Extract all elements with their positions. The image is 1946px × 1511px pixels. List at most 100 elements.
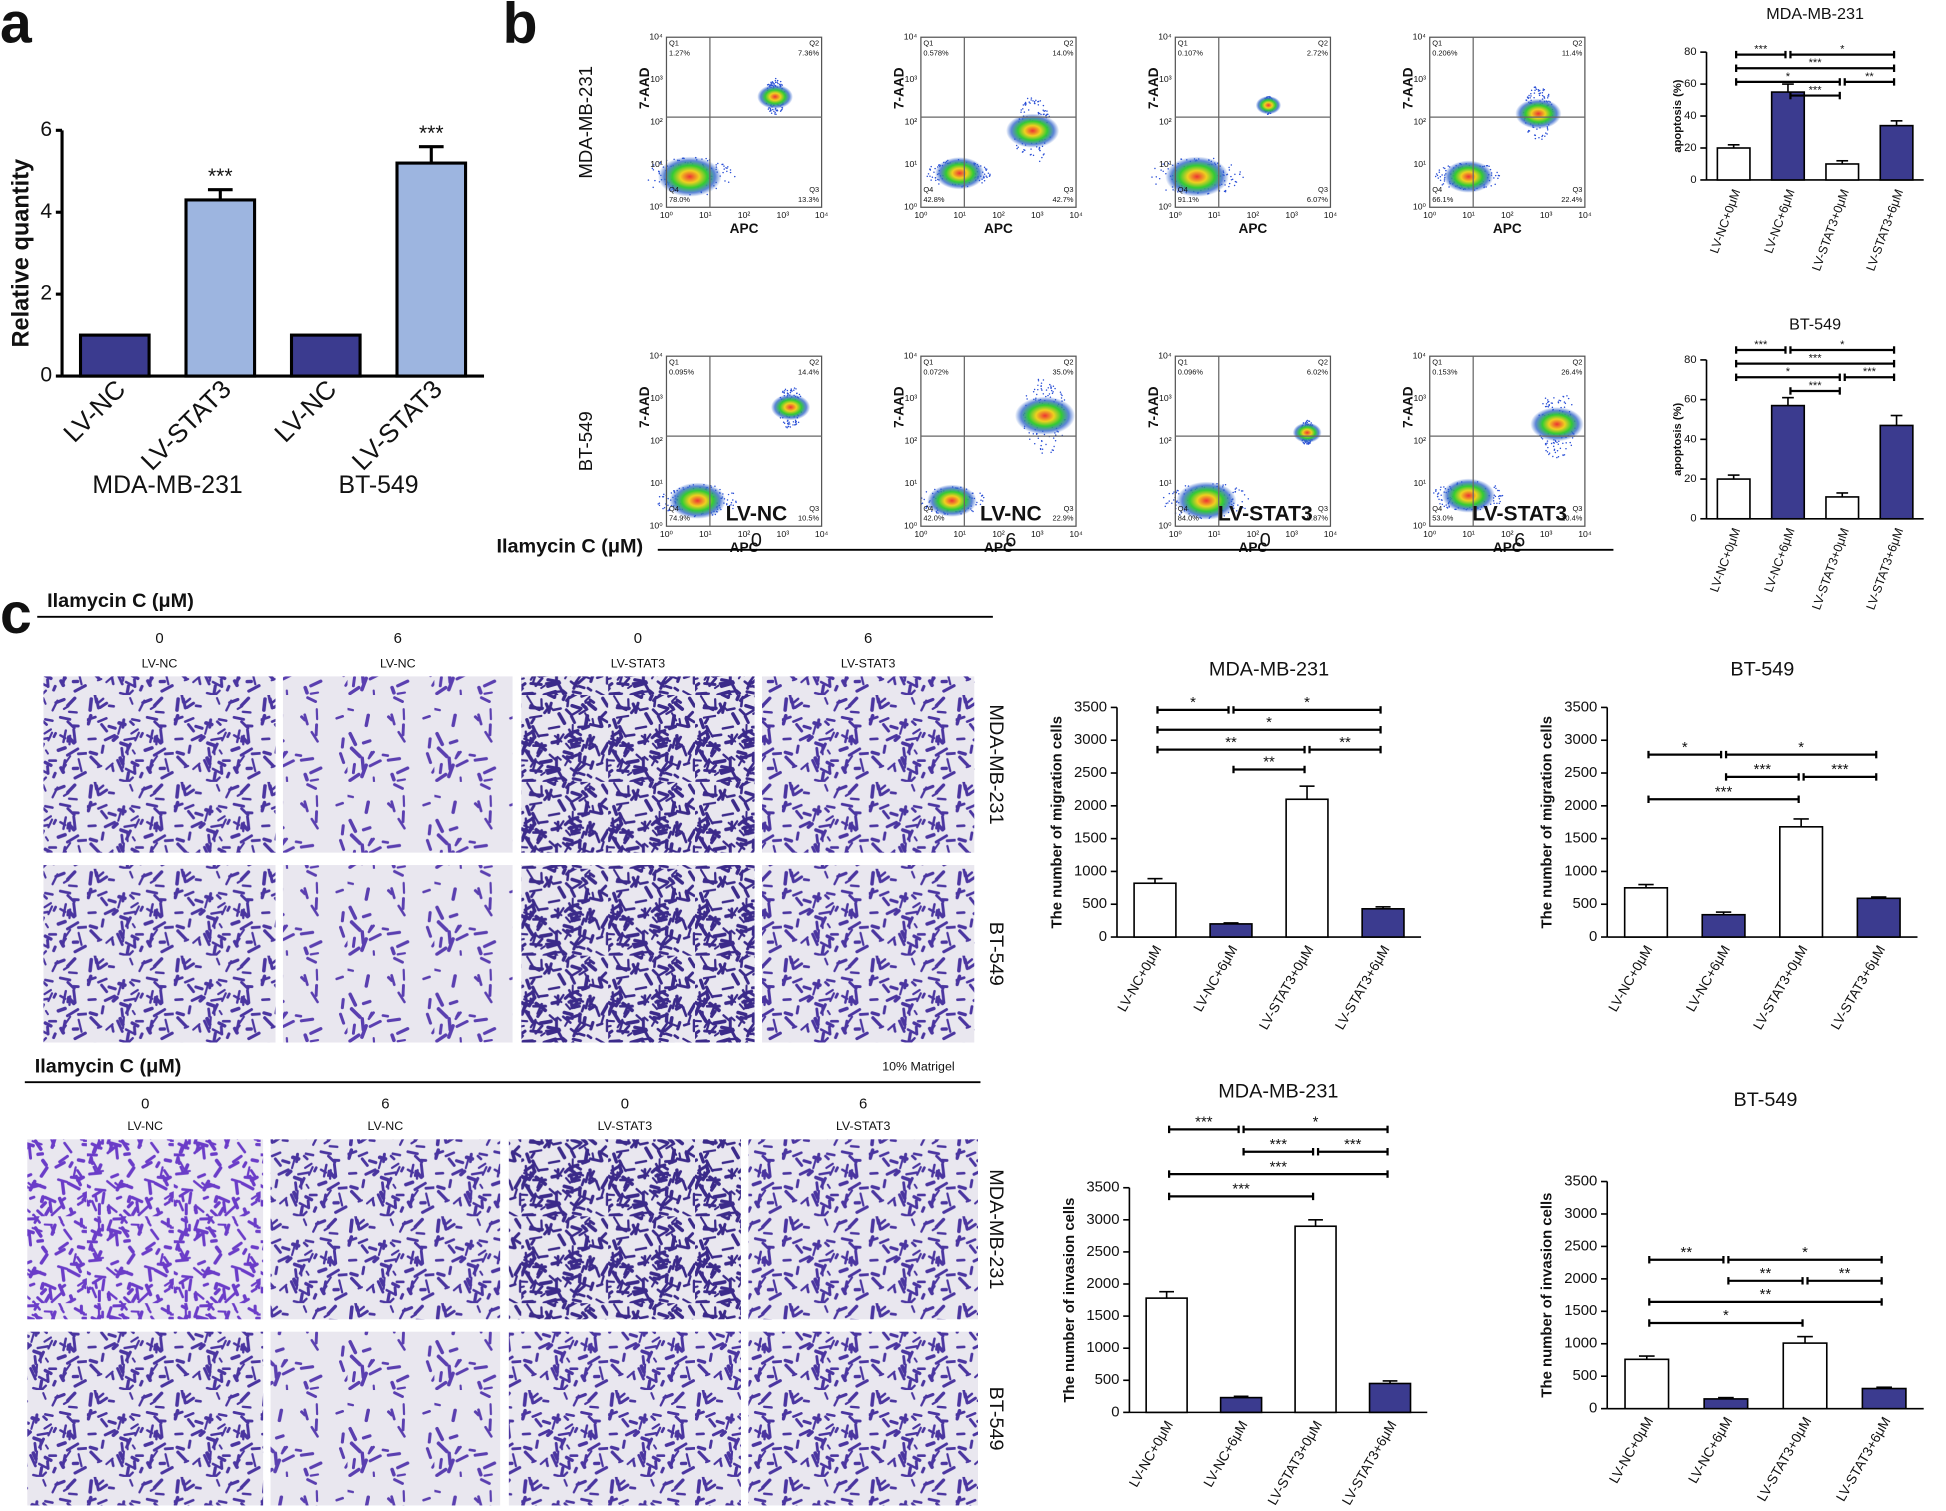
y-tick-label: 10¹	[1159, 159, 1172, 169]
flow-dot	[1042, 154, 1045, 156]
flow-dot	[1040, 382, 1043, 384]
flow-dot	[1167, 162, 1170, 165]
flow-dot	[728, 504, 731, 507]
flow-dot	[1040, 388, 1043, 390]
error-bar	[1638, 1355, 1655, 1360]
y-tick-label: 10¹	[1413, 478, 1426, 488]
y-tick-label: 60	[1684, 394, 1696, 406]
x-tick-label: LV-NC+0μM	[1605, 943, 1655, 1015]
flow-dot	[1539, 92, 1542, 94]
flow-dot	[1024, 149, 1026, 152]
flow-dot	[1436, 493, 1439, 495]
flow-dot	[1230, 179, 1233, 181]
flow-dot	[1228, 169, 1231, 171]
micrograph	[521, 676, 755, 853]
quadrant-percent: 66.1%	[1432, 195, 1453, 204]
micrograph	[43, 865, 276, 1043]
x-tick-label: LV-STAT3	[346, 374, 448, 476]
bar	[1879, 124, 1914, 181]
flow-dot	[1498, 498, 1501, 500]
error-bar	[1638, 883, 1654, 888]
flow-dot	[1054, 440, 1057, 442]
x-tick-label: LV-STAT3+6μM	[1339, 1418, 1399, 1507]
flow-dot	[1547, 95, 1549, 97]
y-axis-label: 7-AAD	[891, 67, 906, 109]
y-tick-label: 10¹	[650, 478, 663, 488]
quadrant-name: Q1	[1178, 38, 1188, 47]
x-tick-label: LV-STAT3+0μM	[1265, 1418, 1325, 1507]
flow-dot	[1541, 135, 1543, 138]
panel-letter: a	[0, 0, 33, 55]
flow-dot	[1497, 495, 1500, 498]
flow-dot	[1548, 404, 1550, 406]
group-label: LV-NC	[127, 1119, 163, 1133]
significance-label: ***	[1232, 1182, 1250, 1198]
y-tick-label: 60	[1684, 78, 1696, 90]
flow-dot	[983, 166, 986, 169]
x-tick-label: LV-STAT3+0μM	[1754, 1414, 1814, 1503]
flow-dot	[1041, 448, 1044, 451]
y-tick-label: 10⁴	[1413, 350, 1427, 360]
y-axis-label: 7-AAD	[1146, 67, 1161, 109]
flow-plot	[1151, 36, 1332, 208]
flow-dot	[925, 507, 927, 510]
flow-dot	[1236, 510, 1238, 512]
flow-dot	[1020, 109, 1022, 111]
flow-dot	[732, 492, 735, 495]
micrograph	[748, 1139, 978, 1320]
y-tick-label: 10⁰	[650, 202, 664, 212]
flow-dot	[1533, 96, 1535, 99]
flow-dot	[795, 388, 797, 390]
quadrant-percent: 20.4%	[1561, 514, 1582, 523]
plot-frame	[665, 36, 823, 208]
quadrant-percent: 22.4%	[1561, 195, 1582, 204]
x-tick-label: LV-NC+6μM	[1761, 187, 1797, 255]
bar	[1368, 1382, 1412, 1414]
error-bar	[1836, 159, 1849, 164]
significance-label: *	[1266, 715, 1272, 731]
quadrant-name: Q1	[923, 38, 933, 47]
flow-plot	[920, 36, 1077, 208]
y-tick-label: 500	[1082, 896, 1107, 912]
y-tick-label: 2500	[1074, 765, 1107, 781]
significance-label: ***	[1863, 366, 1877, 378]
y-tick-label: 10³	[650, 393, 663, 403]
flow-dot	[1547, 446, 1549, 449]
y-tick-label: 80	[1684, 354, 1696, 366]
bar	[1770, 404, 1806, 520]
x-axis-label: APC	[1238, 540, 1267, 555]
panel-letter: b	[503, 0, 538, 55]
y-tick-label: 10³	[1159, 393, 1172, 403]
flow-dot	[1240, 506, 1242, 508]
x-tick-label: 10³	[1285, 210, 1298, 220]
flow-dot	[1050, 385, 1052, 387]
y-tick-label: 40	[1684, 110, 1696, 122]
significance-label: **	[1760, 1266, 1772, 1282]
row-label: BT-549	[985, 1387, 1007, 1451]
flow-density	[1530, 407, 1584, 442]
quadrant-name: Q2	[1318, 38, 1328, 47]
flow-plot	[1162, 355, 1332, 527]
flow-dot	[935, 179, 937, 182]
flow-dot	[780, 83, 782, 86]
quadrant-percent: 0.072%	[923, 367, 949, 376]
plot-frame	[1174, 36, 1332, 208]
significance-label: **	[1760, 1287, 1772, 1303]
flow-dot	[735, 501, 737, 504]
flow-dot	[1172, 492, 1174, 495]
flow-dot	[1546, 127, 1549, 130]
quadrant-percent: 35.0%	[1052, 367, 1073, 376]
flow-dot	[767, 83, 770, 86]
flow-dot	[1545, 403, 1548, 405]
flow-density	[770, 394, 811, 421]
flow-dot	[1020, 111, 1022, 114]
dose-label: 6	[864, 631, 872, 647]
y-tick-label: 3500	[1564, 699, 1597, 715]
flow-dot	[1155, 176, 1158, 178]
error-bar	[1793, 818, 1809, 827]
y-tick-label: 1000	[1074, 863, 1107, 879]
flow-dot	[1558, 399, 1560, 402]
x-tick-label: LV-NC+6μM	[1201, 1418, 1251, 1490]
y-axis-label: apoptosis (%)	[1672, 79, 1684, 152]
flow-dot	[934, 167, 936, 170]
